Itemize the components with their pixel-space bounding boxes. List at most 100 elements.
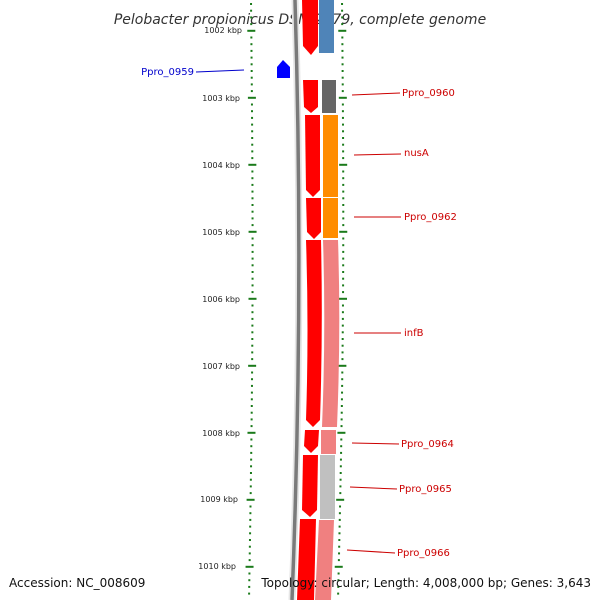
major-tick	[339, 230, 348, 233]
minor-tick	[337, 585, 340, 588]
major-tick	[248, 230, 257, 233]
minor-tick	[251, 378, 254, 381]
minor-tick	[340, 418, 343, 421]
minor-tick	[339, 485, 342, 488]
minor-tick	[249, 492, 252, 495]
minor-tick	[250, 438, 253, 441]
minor-tick	[248, 559, 251, 562]
minor-tick	[251, 130, 254, 133]
scale-label: 1006 kbp	[202, 295, 240, 304]
minor-tick	[251, 197, 254, 200]
minor-tick	[251, 358, 254, 361]
minor-tick	[250, 458, 253, 461]
leader-line	[195, 69, 245, 73]
minor-tick	[342, 183, 345, 186]
minor-tick	[339, 505, 342, 508]
minor-tick	[251, 204, 254, 206]
minor-tick	[251, 123, 254, 126]
minor-tick	[341, 76, 344, 79]
minor-tick	[340, 398, 343, 401]
minor-tick	[337, 572, 340, 575]
minor-tick	[342, 250, 345, 253]
minor-tick	[251, 110, 254, 113]
cds-feature	[303, 80, 318, 113]
minor-tick	[342, 217, 345, 220]
minor-tick	[250, 83, 253, 86]
major-tick	[337, 431, 346, 434]
gene-label: Ppro_0959	[141, 67, 194, 78]
major-tick	[247, 431, 256, 434]
minor-tick	[251, 137, 254, 139]
minor-tick	[251, 304, 254, 307]
minor-tick	[250, 76, 253, 79]
minor-tick	[342, 291, 345, 294]
genome-backbone-core	[290, 0, 301, 600]
minor-tick	[340, 425, 343, 428]
minor-tick	[250, 9, 253, 12]
minor-tick	[341, 83, 344, 86]
gene-label: Ppro_0965	[399, 484, 452, 495]
gene-label: Ppro_0962	[404, 212, 457, 223]
minor-tick	[341, 49, 344, 52]
minor-tick	[340, 438, 343, 441]
minor-tick	[250, 16, 253, 19]
minor-tick	[249, 485, 252, 488]
minor-tick	[341, 56, 344, 59]
minor-tick	[341, 90, 344, 93]
minor-tick	[341, 9, 344, 12]
minor-tick	[251, 311, 254, 314]
minor-tick	[251, 217, 254, 220]
minor-tick	[250, 43, 253, 46]
gene-labels: Ppro_0959 Ppro_0960 nusA Ppro_0962 infB …	[141, 67, 457, 559]
minor-tick	[338, 525, 341, 528]
minor-tick	[250, 23, 253, 26]
minor-tick	[250, 405, 253, 407]
minor-tick	[342, 210, 345, 213]
label-leaders	[195, 69, 402, 554]
gene-label: nusA	[404, 148, 429, 159]
major-tick	[247, 96, 256, 99]
minor-tick	[251, 250, 254, 253]
scale-label: 1003 kbp	[202, 94, 240, 103]
minor-tick	[251, 143, 254, 146]
minor-tick	[250, 36, 253, 39]
minor-tick	[248, 579, 251, 582]
minor-tick	[342, 244, 345, 247]
minor-tick	[250, 398, 253, 401]
cds-feature	[297, 519, 316, 600]
minor-tick	[250, 465, 253, 468]
cds-feature	[306, 198, 321, 239]
minor-tick	[340, 405, 343, 407]
gene-label: Ppro_0964	[401, 439, 454, 450]
minor-tick	[342, 204, 345, 206]
minor-tick	[248, 539, 251, 541]
minor-tick	[250, 418, 253, 421]
gene-label: Ppro_0966	[397, 548, 450, 559]
minor-tick	[340, 445, 343, 448]
minor-tick	[251, 210, 254, 213]
major-tick	[334, 565, 343, 568]
scale-ticks-right	[334, 3, 348, 595]
minor-tick	[341, 110, 344, 113]
minor-tick	[342, 177, 345, 180]
minor-tick	[341, 378, 344, 381]
cog-block	[321, 430, 336, 454]
cds-track	[297, 0, 322, 600]
minor-tick	[250, 391, 253, 394]
minor-tick	[250, 411, 253, 414]
minor-tick	[250, 384, 253, 387]
leader-line	[353, 153, 402, 156]
minor-tick	[340, 451, 343, 454]
minor-tick	[342, 190, 345, 193]
minor-tick	[248, 552, 251, 555]
minor-tick	[251, 170, 254, 173]
minor-tick	[248, 545, 251, 548]
minor-tick	[339, 478, 342, 481]
minor-tick	[251, 116, 254, 119]
minor-tick	[337, 592, 340, 595]
minor-tick	[341, 311, 344, 314]
minor-tick	[341, 16, 344, 19]
cog-block	[319, 0, 334, 53]
minor-tick	[251, 244, 254, 247]
minor-tick	[342, 271, 345, 273]
